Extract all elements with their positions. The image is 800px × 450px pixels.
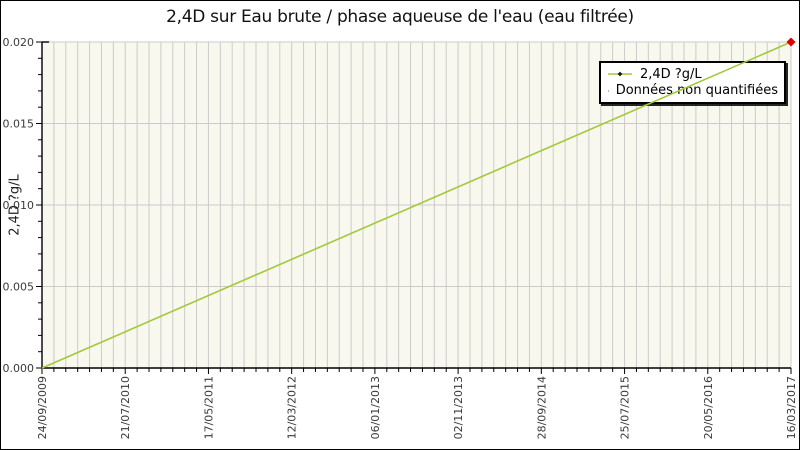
x-tick-label: 16/03/2017: [785, 376, 798, 439]
x-tick-label: 17/05/2011: [202, 376, 215, 439]
x-tick-label: 28/09/2014: [535, 376, 548, 439]
x-tick-label: 02/11/2013: [452, 376, 465, 439]
legend-entry-unquantified: Données non quantifiées: [607, 83, 778, 100]
x-tick-label: 12/03/2012: [286, 376, 299, 439]
legend-label: Données non quantifiées: [615, 83, 778, 99]
x-tick-label: 20/05/2016: [702, 376, 715, 439]
chart-title: 2,4D sur Eau brute / phase aqueuse de l'…: [166, 7, 634, 27]
legend: 2,4D ?g/L Données non quantifiées: [599, 61, 786, 104]
y-tick-label: 0.020: [3, 36, 35, 49]
y-tick-label: 0.015: [3, 118, 35, 131]
legend-label: 2,4D ?g/L: [640, 66, 702, 82]
y-tick-label: 0.010: [3, 199, 35, 212]
series-line-marker-icon: [608, 71, 632, 77]
x-tick-label: 21/07/2010: [119, 376, 132, 439]
x-tick-label: 25/07/2015: [619, 376, 632, 439]
legend-entry-series: 2,4D ?g/L: [607, 66, 778, 83]
y-tick-label: 0.000: [3, 362, 35, 375]
x-tick-label: 24/09/2009: [36, 376, 49, 439]
x-tick-label: 06/01/2013: [369, 376, 382, 439]
red-diamond-marker-icon: [608, 90, 609, 92]
y-tick-label: 0.005: [3, 281, 35, 294]
